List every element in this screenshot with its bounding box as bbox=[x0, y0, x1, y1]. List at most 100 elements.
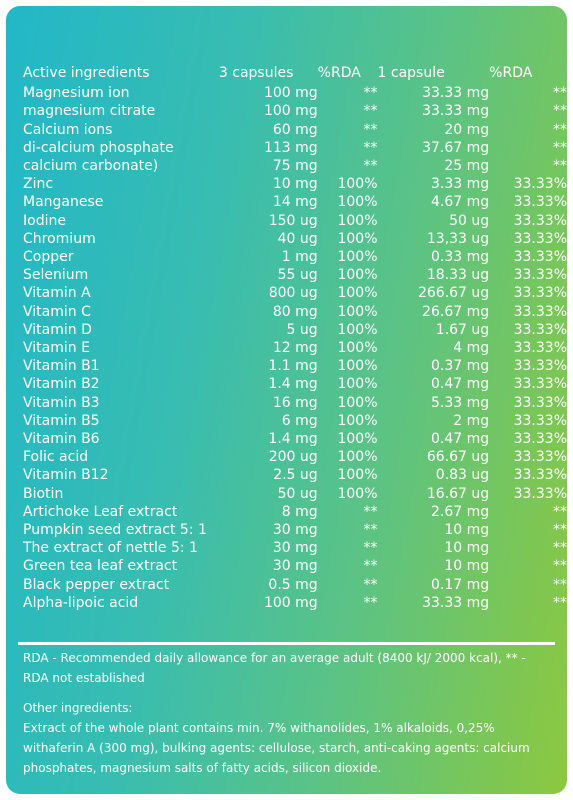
ingredient-name: Green tea leaf extract bbox=[23, 558, 178, 575]
rda-1-capsule: 33.33% bbox=[513, 303, 567, 320]
rda-3-capsules: 100% bbox=[337, 449, 378, 466]
table-row: Copper 1 mg 100% 0.33 mg 33.33% bbox=[23, 248, 567, 266]
section-divider bbox=[18, 642, 555, 645]
rda-1-capsule: 33.33% bbox=[513, 194, 567, 211]
table-row: Alpha-lipoic acid 100 mg ** 33.33 mg ** bbox=[23, 594, 567, 612]
other-ingredients-text: Extract of the whole plant contains min.… bbox=[23, 721, 530, 775]
rda-3-capsules: 100% bbox=[337, 212, 378, 229]
table-row: Black pepper extract 0.5 mg ** 0.17 mg ** bbox=[23, 576, 567, 594]
ingredient-name: Iodine bbox=[23, 212, 66, 229]
rda-1-capsule: 33.33% bbox=[513, 321, 567, 338]
amount-1-capsule: 1.67 ug bbox=[435, 321, 490, 338]
amount-3-capsules: 8 mg bbox=[281, 503, 318, 520]
rda-1-capsule: 33.33% bbox=[513, 176, 567, 193]
rda-1-capsule: ** bbox=[553, 576, 567, 593]
rda-1-capsule: ** bbox=[553, 103, 567, 120]
amount-3-capsules: 1.1 mg bbox=[268, 358, 318, 375]
rda-3-capsules: 100% bbox=[337, 394, 378, 411]
ingredient-name: Calcium ions bbox=[23, 121, 113, 138]
rda-1-capsule: ** bbox=[553, 594, 567, 611]
rda-3-capsules: ** bbox=[363, 522, 378, 539]
ingredient-name: Magnesium ion bbox=[23, 85, 130, 102]
ingredient-name: Alpha-lipoic acid bbox=[23, 594, 139, 611]
rda-3-capsules: ** bbox=[363, 121, 378, 138]
table-row: Green tea leaf extract 30 mg ** 10 mg ** bbox=[23, 557, 567, 575]
rda-3-capsules: ** bbox=[363, 540, 378, 557]
ingredient-name: Vitamin B2 bbox=[23, 376, 100, 393]
table-row: calcium carbonate) 75 mg ** 25 mg ** bbox=[23, 157, 567, 175]
amount-1-capsule: 33.33 mg bbox=[422, 85, 490, 102]
table-row: Vitamin B5 6 mg 100% 2 mg 33.33% bbox=[23, 412, 567, 430]
ingredient-name: The extract of nettle 5: 1 bbox=[23, 540, 198, 557]
ingredient-name: di-calcium phosphate bbox=[23, 139, 174, 156]
amount-1-capsule: 10 mg bbox=[444, 558, 490, 575]
ingredient-name: Artichoke Leaf extract bbox=[23, 503, 178, 520]
table-row: Vitamin D 5 ug 100% 1.67 ug 33.33% bbox=[23, 321, 567, 339]
rda-1-capsule: 33.33% bbox=[513, 249, 567, 266]
table-row: Vitamin E 12 mg 100% 4 mg 33.33% bbox=[23, 339, 567, 357]
ingredient-name: Chromium bbox=[23, 230, 96, 247]
rda-1-capsule: 33.33% bbox=[513, 467, 567, 484]
table-row: Folic acid 200 ug 100% 66.67 ug 33.33% bbox=[23, 448, 567, 466]
amount-3-capsules: 5 ug bbox=[286, 321, 318, 338]
amount-3-capsules: 30 mg bbox=[272, 522, 318, 539]
amount-3-capsules: 50 ug bbox=[277, 485, 318, 502]
amount-3-capsules: 1 mg bbox=[281, 249, 318, 266]
table-row: Vitamin B1 1.1 mg 100% 0.37 mg 33.33% bbox=[23, 357, 567, 375]
table-row: Vitamin B6 1.4 mg 100% 0.47 mg 33.33% bbox=[23, 430, 567, 448]
rda-1-capsule: 33.33% bbox=[513, 230, 567, 247]
amount-3-capsules: 100 mg bbox=[263, 85, 318, 102]
table-row: Calcium ions 60 mg ** 20 mg ** bbox=[23, 121, 567, 139]
ingredient-name: Selenium bbox=[23, 267, 89, 284]
header-1-capsule: 1 capsule bbox=[377, 65, 445, 81]
rda-1-capsule: 33.33% bbox=[513, 394, 567, 411]
rda-3-capsules: 100% bbox=[337, 467, 378, 484]
header-3-capsules: 3 capsules bbox=[218, 65, 294, 81]
ingredient-name: Vitamin B5 bbox=[23, 412, 100, 429]
rda-3-capsules: 100% bbox=[337, 249, 378, 266]
rda-1-capsule: 33.33% bbox=[513, 285, 567, 302]
amount-1-capsule: 20 mg bbox=[444, 121, 490, 138]
amount-1-capsule: 0.47 mg bbox=[431, 376, 490, 393]
amount-1-capsule: 5.33 mg bbox=[431, 394, 490, 411]
amount-1-capsule: 4 mg bbox=[453, 340, 490, 357]
rda-3-capsules: 100% bbox=[337, 358, 378, 375]
rda-1-capsule: ** bbox=[553, 503, 567, 520]
ingredient-name: Vitamin B6 bbox=[23, 431, 100, 448]
amount-3-capsules: 1.4 mg bbox=[268, 431, 318, 448]
amount-3-capsules: 800 ug bbox=[268, 285, 318, 302]
amount-3-capsules: 60 mg bbox=[272, 121, 318, 138]
rda-1-capsule: 33.33% bbox=[513, 376, 567, 393]
ingredient-name: Copper bbox=[23, 249, 74, 266]
rda-3-capsules: 100% bbox=[337, 285, 378, 302]
amount-1-capsule: 2 mg bbox=[453, 412, 490, 429]
rda-3-capsules: ** bbox=[363, 85, 378, 102]
amount-3-capsules: 75 mg bbox=[272, 158, 318, 175]
amount-1-capsule: 0.17 mg bbox=[431, 576, 490, 593]
amount-1-capsule: 266.67 ug bbox=[417, 285, 490, 302]
rda-1-capsule: ** bbox=[553, 558, 567, 575]
amount-1-capsule: 10 mg bbox=[444, 540, 490, 557]
amount-1-capsule: 4.67 mg bbox=[431, 194, 490, 211]
amount-1-capsule: 0.37 mg bbox=[431, 358, 490, 375]
table-row: Artichoke Leaf extract 8 mg ** 2.67 mg ** bbox=[23, 503, 567, 521]
ingredient-name: Vitamin A bbox=[23, 285, 91, 302]
table-row: Vitamin B2 1.4 mg 100% 0.47 mg 33.33% bbox=[23, 375, 567, 393]
amount-3-capsules: 30 mg bbox=[272, 540, 318, 557]
ingredient-name: Zinc bbox=[23, 176, 54, 193]
ingredient-name: calcium carbonate) bbox=[23, 158, 159, 175]
ingredient-name: magnesium citrate bbox=[23, 103, 156, 120]
amount-1-capsule: 18.33 ug bbox=[426, 267, 490, 284]
amount-1-capsule: 50 ug bbox=[449, 212, 490, 229]
table-row: Magnesium ion 100 mg ** 33.33 mg ** bbox=[23, 84, 567, 102]
amount-1-capsule: 2.67 mg bbox=[431, 503, 490, 520]
ingredient-name: Vitamin B12 bbox=[23, 467, 109, 484]
header-active-ingredients: Active ingredients bbox=[23, 65, 150, 81]
table-row: magnesium citrate 100 mg ** 33.33 mg ** bbox=[23, 102, 567, 120]
rda-3-capsules: 100% bbox=[337, 176, 378, 193]
amount-3-capsules: 100 mg bbox=[263, 103, 318, 120]
rda-3-capsules: 100% bbox=[337, 230, 378, 247]
rda-3-capsules: ** bbox=[363, 558, 378, 575]
amount-3-capsules: 6 mg bbox=[281, 412, 318, 429]
ingredient-name: Black pepper extract bbox=[23, 576, 170, 593]
